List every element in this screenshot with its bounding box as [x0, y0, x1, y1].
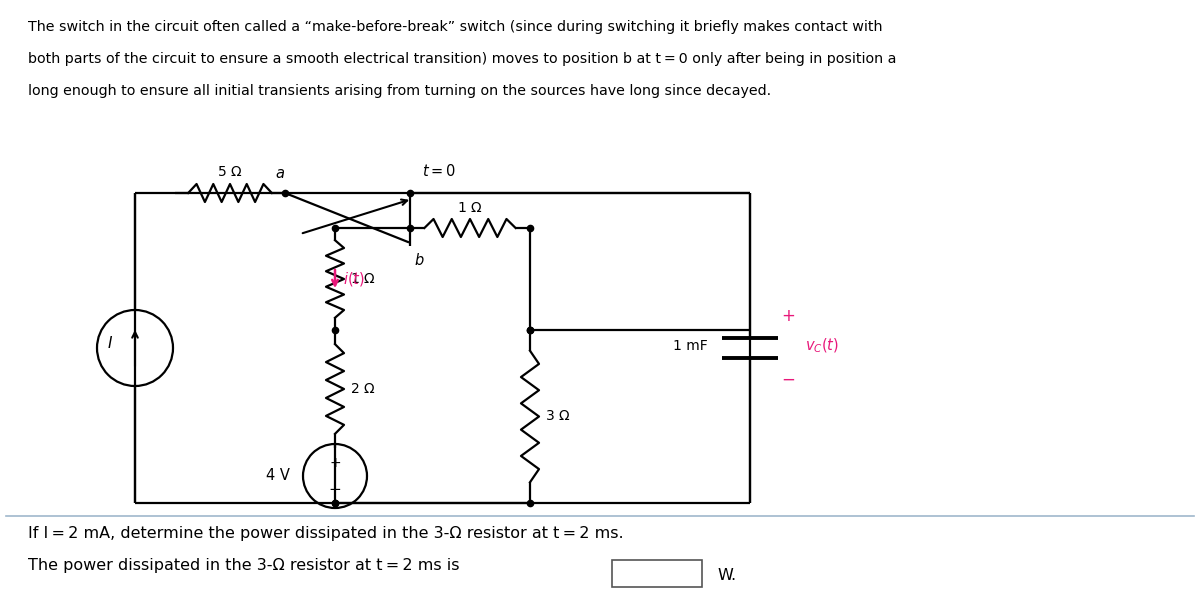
Text: $v_C(t)$: $v_C(t)$ — [805, 337, 839, 355]
Text: both parts of the circuit to ensure a smooth electrical transition) moves to pos: both parts of the circuit to ensure a sm… — [28, 52, 896, 66]
Text: −: − — [329, 483, 341, 498]
Text: The power dissipated in the 3-Ω resistor at t = 2 ms is: The power dissipated in the 3-Ω resistor… — [28, 558, 460, 573]
Text: If I = 2 mA, determine the power dissipated in the 3-Ω resistor at t = 2 ms.: If I = 2 mA, determine the power dissipa… — [28, 526, 624, 541]
Text: 2 $\Omega$: 2 $\Omega$ — [350, 382, 376, 396]
Text: $t=0$: $t=0$ — [422, 163, 456, 179]
Text: $I$: $I$ — [107, 335, 113, 351]
Text: $i(t)$: $i(t)$ — [343, 270, 365, 288]
Text: 4 V: 4 V — [266, 468, 290, 484]
Text: W.: W. — [718, 568, 736, 583]
Bar — [612, 560, 702, 587]
Text: $a$: $a$ — [275, 166, 286, 181]
Text: $b$: $b$ — [414, 252, 425, 268]
Text: The switch in the circuit often called a “make-before-break” switch (since durin: The switch in the circuit often called a… — [28, 20, 882, 34]
Text: 1 $\Omega$: 1 $\Omega$ — [350, 272, 376, 286]
Text: 3 $\Omega$: 3 $\Omega$ — [545, 410, 570, 423]
Text: 1 mF: 1 mF — [673, 339, 708, 353]
Text: 1 $\Omega$: 1 $\Omega$ — [457, 201, 482, 215]
Text: +: + — [329, 456, 341, 470]
Text: long enough to ensure all initial transients arising from turning on the sources: long enough to ensure all initial transi… — [28, 84, 772, 98]
Text: −: − — [781, 371, 794, 389]
Text: +: + — [781, 307, 794, 325]
Text: 5 $\Omega$: 5 $\Omega$ — [217, 165, 242, 179]
